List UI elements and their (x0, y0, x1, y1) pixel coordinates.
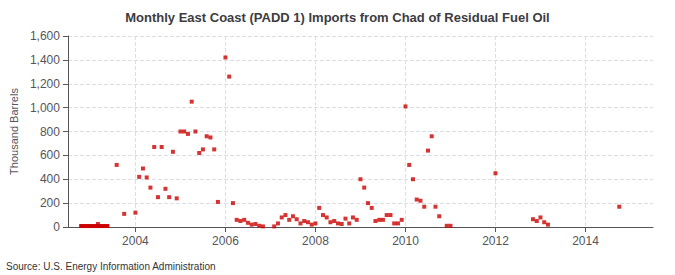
svg-text:800: 800 (40, 125, 60, 139)
svg-text:400: 400 (40, 172, 60, 186)
svg-text:2006: 2006 (212, 234, 239, 248)
svg-text:200: 200 (40, 196, 60, 210)
svg-text:Monthly East Coast (PADD 1) Im: Monthly East Coast (PADD 1) Imports from… (125, 10, 549, 25)
svg-text:2004: 2004 (122, 234, 149, 248)
svg-text:2010: 2010 (392, 234, 419, 248)
svg-text:1,000: 1,000 (30, 101, 60, 115)
svg-text:Thousand Barrels: Thousand Barrels (8, 88, 20, 175)
svg-text:1,400: 1,400 (30, 53, 60, 67)
svg-text:2008: 2008 (302, 234, 329, 248)
svg-text:1,200: 1,200 (30, 77, 60, 91)
svg-text:Source: U.S. Energy Informatio: Source: U.S. Energy Information Administ… (6, 261, 216, 272)
svg-text:2014: 2014 (572, 234, 599, 248)
svg-text:1,600: 1,600 (30, 29, 60, 43)
svg-text:2012: 2012 (482, 234, 509, 248)
svg-text:600: 600 (40, 148, 60, 162)
svg-text:0: 0 (53, 220, 60, 234)
